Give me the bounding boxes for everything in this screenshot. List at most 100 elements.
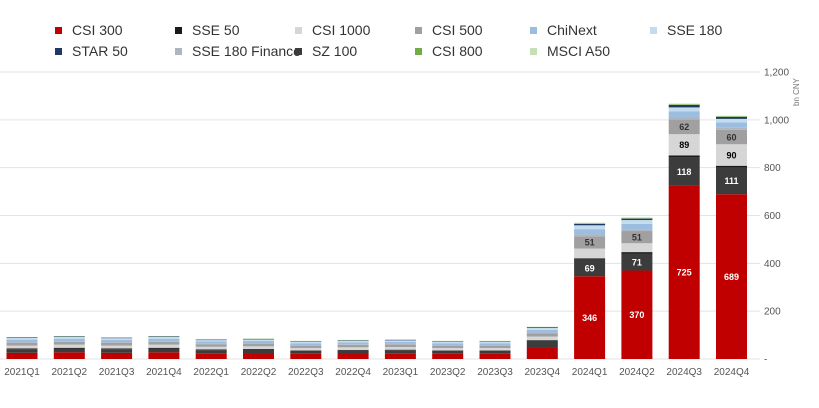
bar-segment bbox=[574, 223, 606, 226]
bar-segment bbox=[148, 336, 180, 339]
y-tick-label: 400 bbox=[764, 259, 781, 270]
bar-segment bbox=[243, 349, 274, 354]
bar-segment bbox=[53, 347, 85, 349]
bar-segment bbox=[243, 343, 274, 347]
legend-item: ChiNext bbox=[530, 22, 597, 38]
x-tick-label: 2024Q2 bbox=[619, 367, 655, 378]
bar-segment bbox=[6, 342, 38, 343]
bar-segment bbox=[668, 116, 700, 120]
data-label: 90 bbox=[726, 150, 736, 160]
legend-label: MSCI A50 bbox=[547, 43, 611, 59]
x-tick-label: 2024Q1 bbox=[572, 367, 608, 378]
bar-segment bbox=[243, 340, 274, 343]
bar-segment bbox=[479, 353, 511, 359]
y-tick-label: 1,000 bbox=[764, 115, 789, 126]
legend-label: STAR 50 bbox=[72, 43, 128, 59]
y-axis-label: bn CNY bbox=[792, 77, 801, 106]
bar-segment bbox=[574, 248, 606, 259]
bar-segment bbox=[337, 350, 369, 354]
bar-segment bbox=[148, 348, 180, 353]
bar-segment bbox=[574, 258, 606, 260]
legend-label: SSE 180 Finance bbox=[192, 43, 301, 59]
bar-segment bbox=[290, 341, 322, 344]
bar-segment bbox=[53, 341, 85, 342]
bar-segment bbox=[668, 111, 700, 117]
bar-segment bbox=[621, 253, 653, 271]
bar-segment bbox=[6, 352, 38, 359]
data-label: 118 bbox=[677, 167, 692, 177]
legend-item: CSI 500 bbox=[415, 22, 483, 38]
bar-segment bbox=[384, 344, 416, 348]
bar-segment bbox=[479, 341, 511, 344]
bar-segment bbox=[384, 340, 416, 342]
x-tick-label: 2021Q1 bbox=[4, 367, 40, 378]
y-tick-label: 600 bbox=[764, 211, 781, 222]
bar-segment bbox=[716, 194, 747, 359]
bar-segment bbox=[148, 341, 180, 345]
bar-segment bbox=[716, 144, 747, 166]
legend-item: CSI 800 bbox=[415, 43, 483, 59]
bar-segment bbox=[101, 345, 133, 349]
bar-segment bbox=[148, 347, 180, 349]
bar-segment bbox=[668, 107, 700, 112]
bar-segment bbox=[526, 340, 558, 341]
data-label: 71 bbox=[632, 257, 642, 267]
bar-segment bbox=[290, 350, 322, 354]
legend-swatch bbox=[55, 47, 62, 55]
legend-item: SSE 180 bbox=[650, 22, 722, 38]
bar-segment bbox=[574, 225, 606, 230]
legend-item: SSE 180 Finance bbox=[175, 43, 301, 59]
bar-segment bbox=[716, 129, 747, 145]
x-tick-label: 2024Q3 bbox=[666, 367, 702, 378]
bar-segment bbox=[668, 134, 700, 156]
x-tick-label: 2024Q4 bbox=[714, 367, 750, 378]
bar-segment bbox=[148, 344, 180, 348]
legend-item: SZ 100 bbox=[295, 43, 357, 59]
bar-segment bbox=[526, 336, 558, 341]
legend-swatch bbox=[175, 26, 182, 34]
y-tick-label: - bbox=[764, 355, 767, 366]
legend-label: ChiNext bbox=[547, 22, 597, 38]
bar-segment bbox=[195, 353, 227, 359]
bar-segment bbox=[526, 333, 558, 337]
bar-segment bbox=[101, 339, 133, 343]
legend-swatch bbox=[415, 26, 422, 34]
bar-segment bbox=[716, 167, 747, 195]
bar-segment bbox=[337, 344, 369, 345]
bar-segment bbox=[668, 119, 700, 135]
bar-segment bbox=[621, 223, 653, 230]
bar-segment bbox=[53, 341, 85, 345]
bar-segment bbox=[101, 338, 133, 340]
bar-segment bbox=[53, 344, 85, 348]
data-label: 62 bbox=[679, 122, 689, 132]
data-label: 89 bbox=[679, 140, 689, 150]
bar-segment bbox=[101, 342, 133, 343]
bar-segment bbox=[290, 345, 322, 348]
bar-segment bbox=[716, 115, 747, 117]
legend-item: CSI 300 bbox=[55, 22, 123, 38]
bar-segment bbox=[432, 343, 464, 346]
bar-segment bbox=[621, 220, 653, 224]
bar-segment bbox=[243, 342, 274, 344]
data-label: 725 bbox=[677, 268, 692, 278]
bar-segment bbox=[621, 229, 653, 232]
bar-segment bbox=[195, 344, 227, 347]
legend-label: CSI 1000 bbox=[312, 22, 371, 38]
x-tick-label: 2021Q3 bbox=[99, 367, 135, 378]
x-tick-label: 2022Q1 bbox=[193, 367, 229, 378]
bar-segment bbox=[384, 350, 416, 354]
bar-segment bbox=[668, 105, 700, 108]
bar-segment bbox=[195, 340, 227, 342]
legend-swatch bbox=[55, 26, 62, 34]
legend-label: CSI 300 bbox=[72, 22, 123, 38]
bar-segment bbox=[53, 348, 85, 353]
bar-segment bbox=[101, 342, 133, 346]
bar-segment bbox=[668, 155, 700, 158]
bar-segment bbox=[621, 243, 653, 253]
bar-segment bbox=[148, 352, 180, 359]
x-tick-label: 2023Q3 bbox=[477, 367, 513, 378]
bar-segment bbox=[716, 122, 747, 128]
bar-segment bbox=[290, 347, 322, 351]
bar-segment bbox=[53, 338, 85, 342]
bar-segment bbox=[195, 349, 227, 351]
